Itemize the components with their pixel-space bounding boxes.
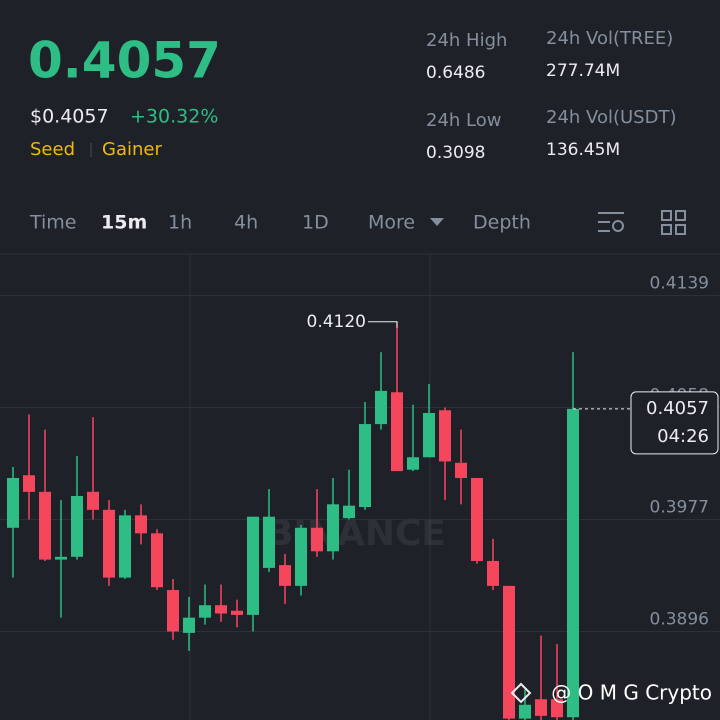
tab[interactable]: 1h <box>168 212 192 234</box>
candle-body <box>279 565 291 586</box>
candle-body <box>391 392 403 472</box>
candle-body <box>199 605 211 618</box>
candle-body <box>375 390 387 425</box>
layout-icon[interactable] <box>661 210 686 235</box>
candle-body <box>23 475 35 492</box>
candle-body <box>343 505 355 519</box>
candle-body <box>487 560 499 586</box>
candle-body <box>151 533 163 588</box>
candle-body <box>55 556 67 560</box>
candle-body <box>327 504 339 552</box>
stat-label: 24h Vol(USDT) <box>546 107 676 128</box>
plot: 0.41390.40580.39770.38960.41200.405704:2… <box>0 273 720 720</box>
candle-body <box>439 410 451 462</box>
candle-body <box>247 516 259 615</box>
price: 0.4057 <box>28 32 221 90</box>
stat-value: 0.3098 <box>426 143 485 163</box>
candle-body <box>551 699 563 718</box>
max-label: 0.4120 <box>307 312 366 332</box>
credit: @ O M G Crypto <box>551 681 712 705</box>
candle-body <box>503 585 515 719</box>
candle-body <box>119 515 131 578</box>
candle-body <box>231 610 243 615</box>
stat-label: 24h High <box>426 30 507 51</box>
candle-body <box>263 516 275 568</box>
candle-body <box>535 699 547 716</box>
candle-body <box>103 509 115 578</box>
tag[interactable]: Gainer <box>102 139 162 160</box>
candle-body <box>71 495 83 557</box>
candle-body <box>39 491 51 560</box>
tab[interactable]: Depth <box>473 212 531 234</box>
tab[interactable]: 1D <box>302 212 329 234</box>
candle-body <box>7 478 19 528</box>
stat-value: 136.45M <box>546 140 620 160</box>
candle-body <box>295 527 307 586</box>
candle-body <box>471 478 483 561</box>
tab[interactable]: More <box>368 212 415 234</box>
candle-body <box>87 491 99 510</box>
candle-body <box>183 617 195 633</box>
y-tick-label: 0.3896 <box>650 610 709 630</box>
tab[interactable]: Time <box>29 212 77 234</box>
change: +30.32% <box>130 106 218 128</box>
tab[interactable]: 4h <box>234 212 258 234</box>
stat-value: 0.6486 <box>426 63 485 83</box>
candle-body <box>407 457 419 470</box>
price-usd: $0.4057 <box>30 106 109 128</box>
stat-label: 24h Low <box>426 110 501 131</box>
candle-body <box>519 704 531 719</box>
y-tick-label: 0.4139 <box>650 273 709 293</box>
last-price-label: 0.4057 <box>646 398 709 419</box>
last-price-box <box>630 391 719 455</box>
stat-label: 24h Vol(TREE) <box>546 28 673 49</box>
stat-value: 277.74M <box>546 61 620 81</box>
candle-body <box>215 605 227 614</box>
candle-body <box>455 462 467 479</box>
dropdown-arrow <box>430 218 444 226</box>
countdown: 04:26 <box>657 426 709 447</box>
candle-body <box>135 515 147 534</box>
candle-body <box>359 424 371 508</box>
credit-logo <box>510 682 532 704</box>
tab[interactable]: 15m <box>101 212 147 234</box>
settings-icon[interactable] <box>598 212 624 232</box>
candle-body <box>423 413 435 458</box>
tag[interactable]: Seed <box>30 139 75 160</box>
y-tick-label: 0.3977 <box>650 497 709 517</box>
max-pointer <box>368 321 398 328</box>
candle-body <box>567 408 579 718</box>
candle-body <box>311 527 323 552</box>
candle-body <box>167 590 179 632</box>
